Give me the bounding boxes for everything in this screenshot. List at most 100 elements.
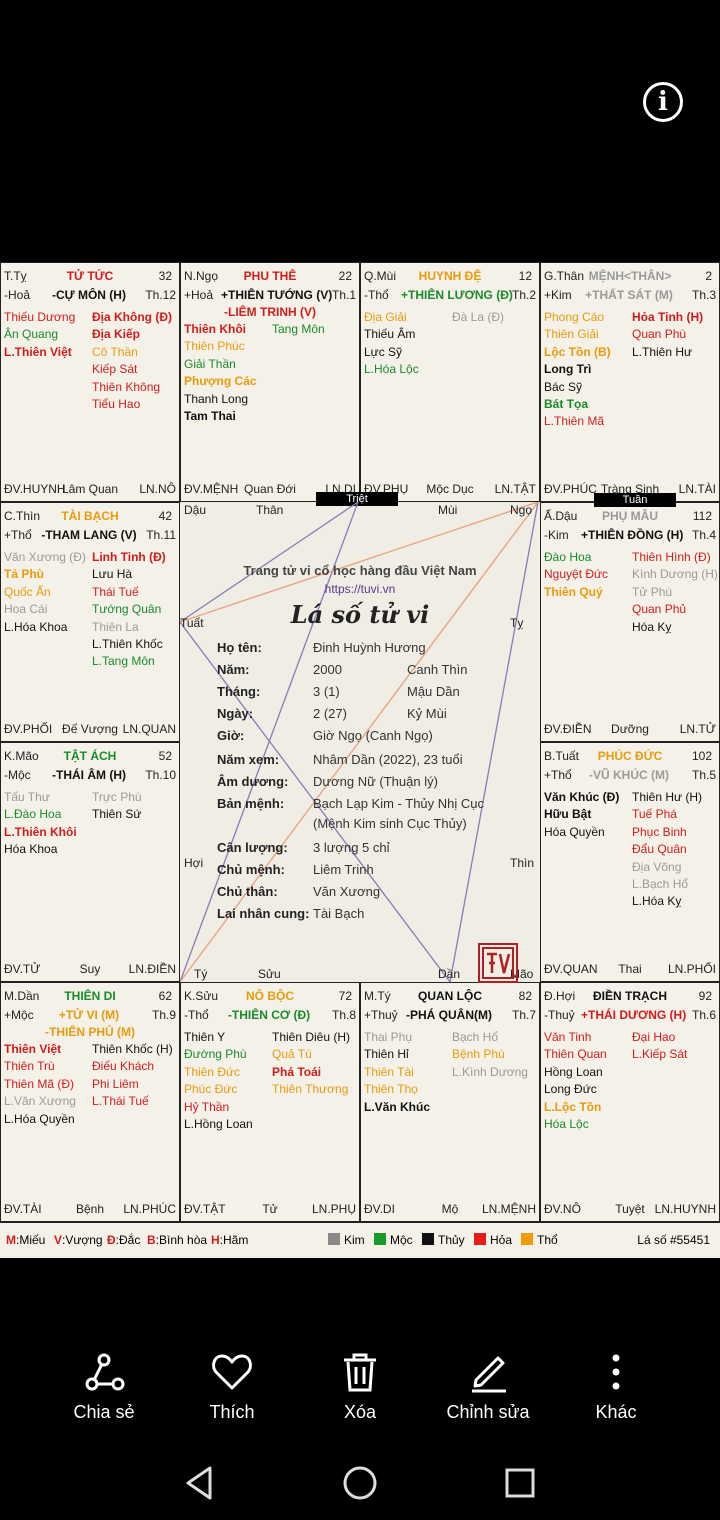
palace-name: TỬ TỨC [66, 269, 114, 283]
star-item: Lộc Tồn (B) [544, 344, 611, 359]
star-item: Linh Tinh (Đ) [92, 550, 166, 564]
more-icon [612, 1354, 620, 1390]
palace-footer: ĐV.NÔ Tuyệt LN.HUYNH [541, 1202, 719, 1218]
star-item: Tang Môn [272, 322, 325, 336]
star-item: L.Kiếp Sát [632, 1047, 688, 1062]
right-star-list: Trực Phù Thiên Sứ [92, 789, 179, 824]
legend-kim: Kim [328, 1233, 365, 1247]
palace-footer: ĐV.PHÚC Tràng Sinh LN.TÀI [541, 482, 719, 498]
palace-branch: M.Tý [364, 989, 391, 1003]
palace-dv: ĐV.PHÚC [544, 482, 597, 496]
recents-icon[interactable] [500, 1463, 540, 1503]
palace-element: -Mộc [4, 768, 31, 782]
legend-binh-hoa: B:Bình hòa [147, 1233, 208, 1247]
palace-footer: ĐV.ĐIỀN Dưỡng LN.TỬ [541, 722, 719, 738]
star-item: L.Thiên Mã [544, 414, 605, 429]
palace-element: +Thuỷ [364, 1008, 398, 1022]
main-star: -CỰ MÔN (H) [52, 288, 126, 302]
star-item: Thai Phụ [364, 1030, 413, 1044]
star-item: Thiên Hư (H) [632, 790, 703, 804]
star-item: Đường Phù [184, 1047, 247, 1062]
star-item: Lưu Hà [92, 567, 133, 582]
palace-name: ĐIỀN TRẠCH [593, 989, 667, 1003]
info-label: Bản mệnh: [217, 796, 285, 811]
site-url[interactable]: https://tuvi.vn [324, 582, 396, 596]
star-item: L.Văn Khúc [364, 1099, 431, 1114]
like-label: Thích [209, 1402, 255, 1422]
tu-vi-chart: T.Tỵ TỬ TỨC 32 -Hoả -CỰ MÔN (H) Th.12 Thiếu Dư… [0, 262, 720, 1258]
palace-element: -Thổ [184, 1008, 209, 1022]
right-star-list: Thiên Khốc (H) Điếu Khách Phi Liêm L.Thái T… [92, 1041, 179, 1111]
info-label: Họ tên: [217, 640, 262, 655]
palace-age: 82 [518, 989, 532, 1003]
home-icon[interactable] [340, 1463, 380, 1503]
legend-hoa: Hỏa [474, 1233, 512, 1247]
palace-month: Th.9 [151, 1008, 176, 1022]
star-item: L.Hóa Kỵ [632, 894, 682, 909]
share-label: Chia sẻ [73, 1402, 135, 1422]
delete-button[interactable]: Xóa [300, 1350, 420, 1423]
palace-element: +Mộc [4, 1008, 34, 1022]
info-value: Liêm Trinh [313, 862, 374, 877]
branch-label-ngo: Ngọ [510, 503, 533, 517]
main-star: +THIÊN TƯỚNG (V) [221, 288, 333, 302]
more-button[interactable]: Khác [556, 1350, 676, 1423]
main-star: -PHÁ QUÂN(M) [406, 1008, 492, 1022]
palace-ln: LN.ĐIỀN [128, 962, 176, 976]
right-star-list: Tang Môn [272, 321, 359, 338]
palace-month: Th.11 [146, 528, 176, 542]
right-star-list: Thiên Hình (Đ) Kình Dương (H) Tử Phù Quan P… [632, 549, 719, 636]
info-value-secondary: Kỷ Mùi [407, 706, 447, 721]
back-icon[interactable] [180, 1463, 220, 1503]
palace-ln: LN.TẬT [494, 482, 536, 496]
star-item: Thiên Y [184, 1030, 226, 1044]
chart-triangle-lines [180, 502, 539, 982]
like-button[interactable]: Thích [172, 1350, 292, 1423]
palace-dv: ĐV.ĐIỀN [544, 722, 592, 736]
palace-element: +Kim [544, 288, 572, 302]
info-value: Đinh Huỳnh Hương [313, 640, 426, 655]
tuan-marker: Tuần [594, 493, 676, 507]
main-star: +THIÊN LƯƠNG (Đ) [401, 288, 513, 302]
star-item: Hóa Quyền [544, 824, 605, 839]
left-star-list: Địa Giải Thiếu Âm Lực Sỹ L.Hóa Lộc [364, 309, 452, 379]
star-item: L.Bạch Hổ [632, 876, 689, 891]
palace-name: PHỤ MẪU [602, 509, 658, 523]
palace-stage: Mộc Dục [426, 482, 474, 496]
seal-logo [478, 943, 518, 983]
palace-dv: ĐV.MỆNH [184, 482, 239, 496]
star-item: L.Thiên Khôi [4, 824, 77, 839]
share-button[interactable]: Chia sẻ [44, 1350, 164, 1423]
palace-cell-tu-tuc: T.Tỵ TỬ TỨC 32 -Hoả -CỰ MÔN (H) Th.12 Thiếu Dư… [0, 262, 180, 502]
palace-branch: M.Dần [4, 989, 40, 1003]
star-item: Tả Phù [4, 567, 45, 582]
palace-stage: Tử [262, 1202, 278, 1216]
info-value: Nhâm Dần (2022), 23 tuổi [313, 752, 463, 767]
palace-cell-tat-ach: K.Mão TẬT ÁCH 52 -Mộc -THÁI ÂM (H) Th.10 Tấu T… [0, 742, 180, 982]
star-item: Địa Giải [364, 310, 407, 324]
star-item: Thiên Diêu (H) [272, 1030, 351, 1044]
left-star-list: Thiếu Dương Ân Quang L.Thiên Việt [4, 309, 92, 361]
palace-month: Th.6 [691, 1008, 716, 1022]
branch-label-dau: Dậu [184, 503, 207, 517]
info-label: Chủ thân: [217, 884, 278, 899]
palace-cell-quan-loc: M.Tý QUAN LỘC 82 +Thuỷ -PHÁ QUÂN(M) Th.7 Thai … [360, 982, 540, 1222]
main-star: -VŨ KHÚC (M) [589, 768, 669, 782]
star-item: Long Trì [544, 362, 592, 377]
star-item: Hỷ Thần [184, 1099, 230, 1114]
edit-icon [472, 1356, 506, 1393]
star-item: L.Thái Tuế [92, 1094, 149, 1109]
star-item: Thiên Trù [4, 1059, 55, 1074]
star-item: Bạch Hổ [452, 1030, 499, 1044]
info-icon[interactable]: i [643, 82, 683, 122]
right-star-list: Thiên Diêu (H) Quả Tú Phá Toái Thiên Thương [272, 1029, 359, 1099]
edit-button[interactable]: Chỉnh sửa [428, 1350, 548, 1423]
palace-footer: ĐV.DI Mộ LN.MỆNH [361, 1202, 539, 1218]
palace-ln: LN.PHỤ [311, 1202, 356, 1216]
more-label: Khác [595, 1402, 637, 1422]
palace-element: -Hoả [4, 288, 31, 302]
info-value-secondary: Canh Thìn [407, 662, 468, 677]
palace-month: Th.3 [691, 288, 716, 302]
star-item: L.Đào Hoa [4, 807, 62, 822]
palace-dv: ĐV.TÀI [4, 1202, 42, 1216]
